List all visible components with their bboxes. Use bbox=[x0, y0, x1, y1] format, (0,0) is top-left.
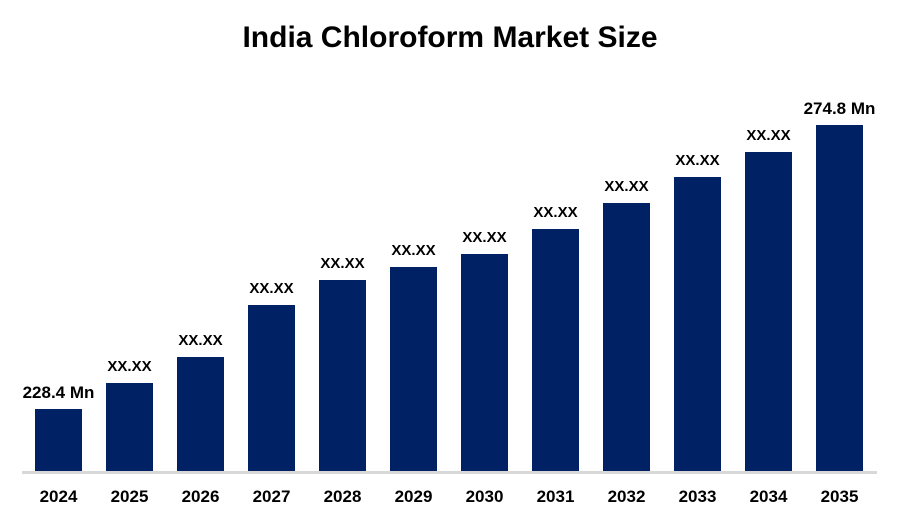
x-axis-tick-label-2027: 2027 bbox=[252, 487, 291, 506]
x-axis-tick-label-2028: 2028 bbox=[323, 487, 362, 506]
chart-title: India Chloroform Market Size bbox=[242, 21, 658, 54]
bar-2026: XX.XX 2026 bbox=[177, 332, 224, 506]
x-axis-tick-label-2024: 2024 bbox=[39, 487, 78, 506]
bar-2027: XX.XX 2027 bbox=[248, 280, 295, 506]
bar-value-label-2025: XX.XX bbox=[107, 357, 152, 375]
bar-2024: 228.4 Mn 2024 bbox=[23, 383, 95, 506]
x-axis-tick-label-2030: 2030 bbox=[465, 487, 504, 506]
bar-2033: XX.XX 2033 bbox=[674, 152, 721, 506]
bar-value-label-2033: XX.XX bbox=[675, 151, 720, 169]
bar-2029: XX.XX 2029 bbox=[390, 242, 437, 506]
bar-2032: XX.XX 2032 bbox=[603, 178, 650, 506]
bar-value-label-2034: XX.XX bbox=[746, 126, 791, 144]
bar-2035: 274.8 Mn 2035 bbox=[804, 99, 876, 506]
x-axis-tick-label-2033: 2033 bbox=[678, 487, 717, 506]
bar-value-label-2030: XX.XX bbox=[462, 228, 507, 246]
x-axis-tick-label-2029: 2029 bbox=[394, 487, 433, 506]
x-axis-tick-label-2035: 2035 bbox=[820, 487, 859, 506]
x-axis-tick-label-2025: 2025 bbox=[110, 487, 149, 506]
bar-value-label-2032: XX.XX bbox=[604, 177, 649, 195]
bar-value-label-2027: XX.XX bbox=[249, 279, 294, 297]
bar-value-label-2029: XX.XX bbox=[391, 241, 436, 259]
x-axis-tick-label-2031: 2031 bbox=[536, 487, 575, 506]
bar-value-label-2026: XX.XX bbox=[178, 331, 223, 349]
bar-value-label-2028: XX.XX bbox=[320, 254, 365, 272]
x-axis-tick-label-2034: 2034 bbox=[749, 487, 788, 506]
x-axis-tick-label-2032: 2032 bbox=[607, 487, 646, 506]
bar-value-label-2031: XX.XX bbox=[533, 203, 578, 221]
bar-value-label-2035: 274.8 Mn bbox=[803, 99, 876, 119]
bar-2034: XX.XX 2034 bbox=[745, 127, 792, 506]
x-axis-line bbox=[22, 471, 877, 474]
x-axis-tick-label-2026: 2026 bbox=[181, 487, 220, 506]
bar-2025: XX.XX 2025 bbox=[106, 358, 153, 506]
bar-2028: XX.XX 2028 bbox=[319, 255, 366, 506]
bar-value-label-2024: 228.4 Mn bbox=[22, 383, 95, 403]
bar-2030: XX.XX 2030 bbox=[461, 229, 508, 506]
bar-2031: XX.XX 2031 bbox=[532, 204, 579, 506]
